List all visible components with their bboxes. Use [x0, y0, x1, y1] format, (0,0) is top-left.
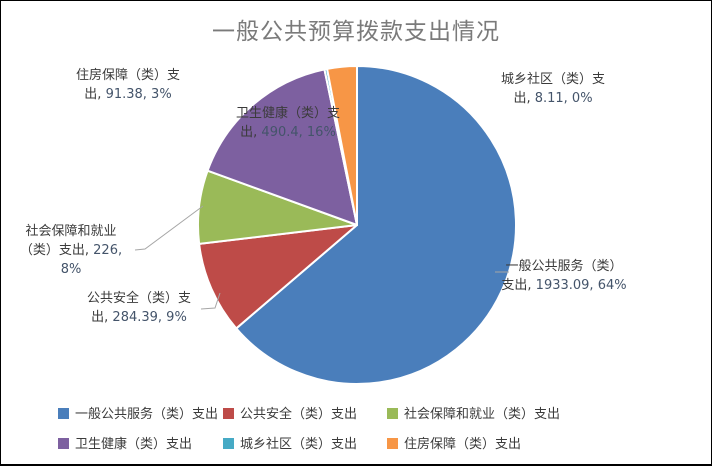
legend-marker-general-public-service	[58, 408, 69, 419]
pie-slices	[197, 65, 517, 385]
legend-item-urban-rural-community[interactable]: 城乡社区（类）支出	[223, 433, 357, 452]
legend-marker-urban-rural-community	[223, 438, 234, 449]
legend-label: 社会保障和就业（类）支出	[404, 407, 561, 422]
legend-marker-housing-security	[387, 438, 398, 449]
leader-line-public-safety	[200, 292, 221, 310]
pie-slice-0[interactable]	[235, 65, 517, 385]
pie-slice-1[interactable]	[198, 224, 358, 330]
chart-title: 一般公共预算拨款支出情况	[212, 19, 500, 45]
legend-item-housing-security[interactable]: 住房保障（类）支出	[387, 433, 521, 452]
pie-label-general-public-service: 一般公共服务（类） 支出, 1933.09, 64%	[501, 259, 627, 293]
legend-label: 住房保障（类）支出	[404, 437, 522, 452]
pie-label-housing-security: 住房保障（类）支 出, 91.38, 3%	[75, 68, 181, 102]
legend-marker-social-security	[387, 408, 398, 419]
legend-label: 城乡社区（类）支出	[240, 437, 358, 452]
pie-label-public-safety: 公共安全（类）支 出, 284.39, 9%	[86, 291, 192, 325]
legend-item-social-security[interactable]: 社会保障和就业（类）支出	[387, 403, 560, 422]
legend-item-general-public-service[interactable]: 一般公共服务（类）支出	[58, 403, 218, 422]
pie-slice-5[interactable]	[326, 65, 358, 226]
legend-item-health[interactable]: 卫生健康（类）支出	[58, 433, 192, 452]
pie-label-health: 卫生健康（类）支 出, 490.4, 16%	[235, 106, 341, 140]
legend-marker-health	[58, 438, 69, 449]
legend-marker-public-safety	[223, 408, 234, 419]
legend-label: 公共安全（类）支出	[240, 407, 358, 422]
legend-item-public-safety[interactable]: 公共安全（类）支出	[223, 403, 357, 422]
pie-slice-3[interactable]	[206, 68, 358, 226]
legend-label: 卫生健康（类）支出	[75, 437, 193, 452]
pie-label-social-security: 社会保障和就业 （类）支出, 226, 8%	[19, 224, 123, 277]
leader-line-social-security	[134, 205, 204, 251]
legend-label: 一般公共服务（类）支出	[75, 407, 219, 422]
pie-label-urban-rural-community: 城乡社区（类）支 出, 8.11, 0%	[500, 72, 606, 106]
